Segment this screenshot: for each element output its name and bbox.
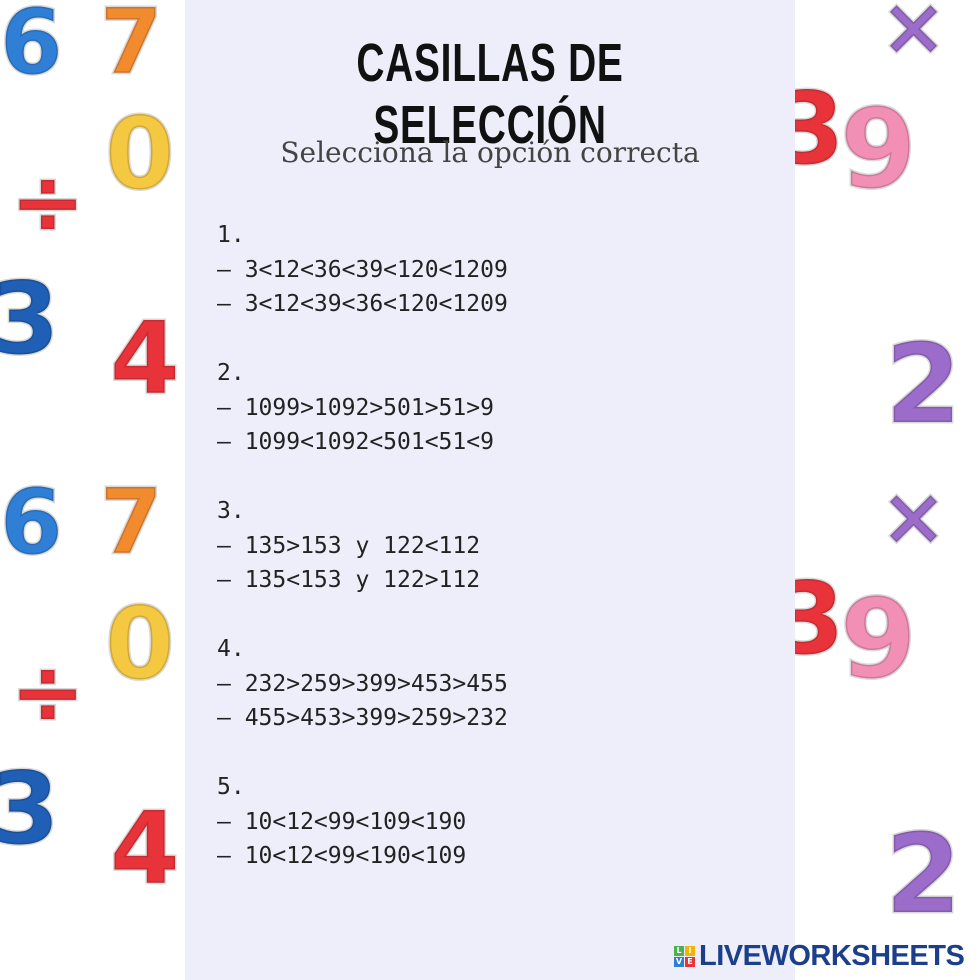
multiply-decoration: × bbox=[878, 0, 948, 75]
option-b[interactable]: – 1099<1092<501<51<9 bbox=[217, 429, 494, 455]
background-illustration-left: 6 7 0 ÷ 3 4 6 7 0 ÷ 3 4 bbox=[0, 0, 185, 980]
option-b[interactable]: – 135<153 y 122>112 bbox=[217, 567, 481, 593]
logo-letter: V bbox=[674, 957, 684, 967]
question-list: 1. – 3<12<36<39<120<1209 – 3<12<39<36<12… bbox=[217, 218, 508, 908]
question-4: 4. – 232>259>399>453>455 – 455>453>399>2… bbox=[217, 632, 508, 736]
background-illustration-right: × 9 3 2 × 9 3 2 bbox=[795, 0, 980, 980]
instructions: Selecciona la opción correcta bbox=[280, 136, 700, 169]
liveworksheets-logo: L I V E LIVEWORKSHEETS bbox=[674, 940, 965, 973]
number-three-decoration: 3 bbox=[0, 749, 61, 869]
option-a[interactable]: – 135>153 y 122<112 bbox=[217, 532, 481, 559]
number-nine-decoration: 9 bbox=[839, 574, 919, 705]
question-number: 1. bbox=[217, 222, 245, 248]
option-a[interactable]: – 10<12<99<109<190 bbox=[217, 808, 467, 835]
number-two-decoration: 2 bbox=[884, 319, 964, 450]
option-b[interactable]: – 3<12<39<36<120<1209 bbox=[217, 291, 508, 317]
question-number: 5. bbox=[217, 774, 245, 800]
worksheet-panel: CASILLAS DE SELECCIÓN Selecciona la opci… bbox=[185, 0, 795, 980]
number-six-decoration: 6 bbox=[0, 0, 64, 97]
number-four-decoration: 4 bbox=[109, 299, 182, 419]
divide-decoration: ÷ bbox=[8, 149, 86, 257]
question-2: 2. – 1099>1092>501>51>9 – 1099<1092<501<… bbox=[217, 356, 508, 460]
logo-letter: I bbox=[685, 946, 695, 956]
number-four-decoration: 4 bbox=[109, 789, 182, 909]
option-a[interactable]: – 232>259>399>453>455 bbox=[217, 670, 508, 697]
number-zero-decoration: 0 bbox=[104, 94, 177, 214]
number-two-decoration: 2 bbox=[884, 809, 964, 940]
number-three-decoration: 3 bbox=[795, 559, 846, 679]
question-number: 2. bbox=[217, 360, 245, 386]
number-three-decoration: 3 bbox=[0, 259, 61, 379]
page-title: CASILLAS DE SELECCIÓN bbox=[356, 33, 624, 155]
option-b[interactable]: – 10<12<99<190<109 bbox=[217, 843, 467, 869]
number-seven-decoration: 7 bbox=[99, 469, 165, 577]
option-a[interactable]: – 3<12<36<39<120<1209 bbox=[217, 256, 508, 283]
question-5: 5. – 10<12<99<109<190 – 10<12<99<190<109 bbox=[217, 770, 508, 874]
number-nine-decoration: 9 bbox=[839, 84, 919, 215]
logo-mark-icon: L I V E bbox=[674, 946, 695, 967]
question-3: 3. – 135>153 y 122<112 – 135<153 y 122>1… bbox=[217, 494, 508, 598]
divide-decoration: ÷ bbox=[8, 639, 86, 747]
question-number: 4. bbox=[217, 636, 245, 662]
logo-letter: E bbox=[685, 957, 695, 967]
number-six-decoration: 6 bbox=[0, 469, 64, 577]
question-1: 1. – 3<12<36<39<120<1209 – 3<12<39<36<12… bbox=[217, 218, 508, 322]
number-zero-decoration: 0 bbox=[104, 584, 177, 704]
option-a[interactable]: – 1099>1092>501>51>9 bbox=[217, 394, 494, 421]
question-number: 3. bbox=[217, 498, 245, 524]
number-three-decoration: 3 bbox=[795, 69, 846, 189]
logo-letter: L bbox=[674, 946, 684, 956]
number-seven-decoration: 7 bbox=[99, 0, 165, 97]
logo-text: LIVEWORKSHEETS bbox=[699, 940, 965, 972]
multiply-decoration: × bbox=[878, 469, 948, 565]
option-b[interactable]: – 455>453>399>259>232 bbox=[217, 705, 508, 731]
